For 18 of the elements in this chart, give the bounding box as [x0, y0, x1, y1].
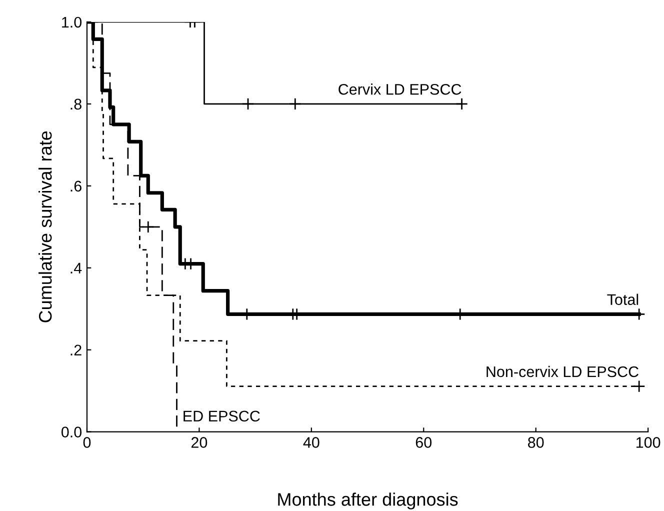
series-label: Cervix LD EPSCC: [338, 84, 462, 95]
y-tick-label: 1.0: [62, 16, 82, 28]
y-axis-title: Cumulative survival rate: [38, 131, 52, 322]
y-tick-label: .8: [70, 98, 82, 110]
x-tick-label: 20: [191, 437, 208, 448]
x-tick-label: 0: [83, 437, 91, 448]
series-label: Total: [607, 294, 638, 306]
x-tick-label: 80: [528, 437, 544, 448]
y-tick-label: .2: [70, 344, 82, 356]
y-tick-label: .6: [70, 180, 82, 192]
x-axis-title: Months after diagnosis: [278, 492, 458, 510]
x-tick-label: 60: [416, 437, 432, 448]
x-tick-label: 100: [636, 437, 660, 448]
x-tick-label: 40: [303, 437, 320, 448]
series-label: Non-cervix LD EPSCC: [486, 366, 639, 378]
y-tick-label: .4: [70, 262, 82, 274]
series-label: ED EPSCC: [184, 410, 260, 422]
y-tick-label: 0.0: [61, 426, 82, 438]
